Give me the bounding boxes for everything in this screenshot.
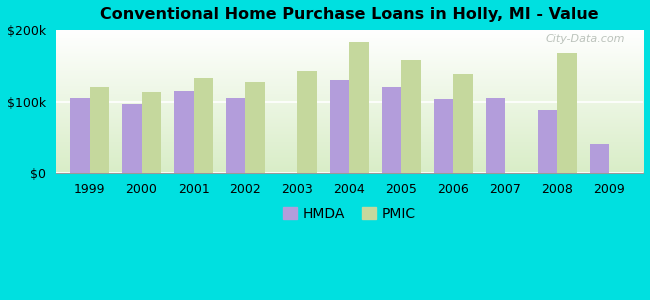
Bar (174, 91, 194, 173)
Bar (538, 110, 557, 173)
Bar (557, 53, 577, 173)
Bar (590, 144, 609, 173)
Bar (402, 60, 421, 173)
Bar (382, 87, 402, 173)
Legend: HMDA, PMIC: HMDA, PMIC (278, 201, 421, 226)
Bar (122, 104, 142, 173)
Bar (330, 80, 350, 173)
Bar (298, 71, 317, 173)
Bar (350, 42, 369, 173)
Title: Conventional Home Purchase Loans in Holly, MI - Value: Conventional Home Purchase Loans in Holl… (100, 7, 599, 22)
Bar (90, 87, 109, 173)
Bar (246, 82, 265, 173)
Text: City-Data.com: City-Data.com (546, 34, 625, 44)
Bar (453, 74, 473, 173)
Bar (142, 92, 161, 173)
Bar (70, 98, 90, 173)
Bar (434, 99, 453, 173)
Bar (194, 78, 213, 173)
Bar (486, 98, 505, 173)
Bar (226, 98, 246, 173)
